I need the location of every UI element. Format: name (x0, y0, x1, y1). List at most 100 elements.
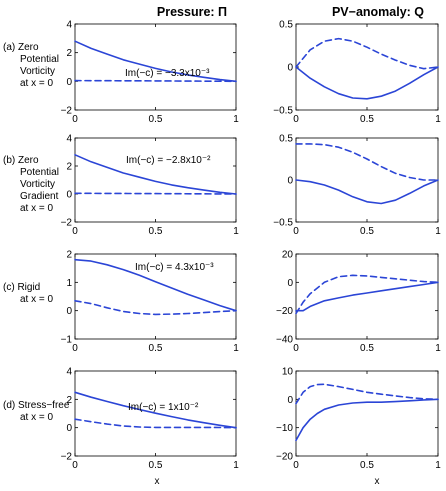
row-label-line: at x = 0 (20, 203, 54, 214)
x-tick-label: 0.5 (360, 460, 374, 471)
column-title-pressure: Pressure: Π (157, 5, 227, 19)
x-tick-label: 0.5 (149, 460, 163, 471)
series-solid-line (295, 281, 439, 312)
x-tick-label: 0.5 (360, 114, 374, 125)
column-title-pv-anomaly: PV−anomaly: Q (332, 5, 424, 19)
series-dashed-line (295, 383, 439, 405)
plot-frame (74, 23, 237, 111)
y-tick-label: 0 (287, 278, 293, 289)
growth-rate-annotation: Im(−c) = −2.8x10⁻² (126, 155, 211, 166)
y-tick-label: 4 (66, 367, 72, 378)
y-tick-label: 2 (66, 48, 72, 59)
row-label-line: at x = 0 (20, 412, 54, 423)
y-tick-label: 0 (287, 176, 293, 187)
x-tick-label: 1 (233, 114, 239, 125)
y-tick-label: −20 (276, 306, 293, 317)
series-solid-line (74, 154, 237, 195)
row-label-line: at x = 0 (20, 294, 54, 305)
y-tick-label: 0 (287, 395, 293, 406)
y-tick-label: 0 (287, 63, 293, 74)
x-tick-label: 1 (435, 226, 441, 237)
series-dashed-line (295, 274, 439, 315)
y-tick-label: 1 (66, 278, 72, 289)
growth-rate-annotation: Im(−c) = −3.3x10⁻³ (125, 68, 210, 79)
x-tick-label: 0 (293, 460, 299, 471)
y-tick-label: 4 (66, 134, 72, 145)
y-tick-label: −10 (276, 423, 293, 434)
y-tick-label: −2 (61, 106, 73, 117)
y-tick-label: 0 (66, 77, 72, 88)
x-tick-label: 0 (293, 226, 299, 237)
row-label-line: Vorticity (20, 179, 55, 190)
row-label-line: at x = 0 (20, 78, 54, 89)
y-tick-label: −20 (276, 452, 293, 463)
panel-c-pv: 0 0.5 1 −40 −20 0 20 (276, 250, 441, 355)
y-tick-label: 0 (66, 423, 72, 434)
series-dashed-line (74, 192, 237, 195)
row-label-line: Potential (20, 167, 59, 178)
x-tick-label: 0 (293, 343, 299, 354)
series-dashed-line (295, 143, 439, 181)
x-axis-label-right: x (375, 476, 380, 487)
y-tick-label: 0 (66, 190, 72, 201)
y-tick-label: −0.5 (273, 218, 293, 229)
x-tick-label: 0.5 (149, 226, 163, 237)
growth-rate-annotation: Im(−c) = 4.3x10⁻³ (135, 262, 214, 273)
x-tick-label: 1 (233, 460, 239, 471)
x-axis-label-left: x (155, 476, 160, 487)
plot-frame (295, 137, 439, 223)
series-solid-line (74, 391, 237, 429)
x-tick-label: 0 (72, 460, 78, 471)
y-tick-label: 10 (282, 367, 294, 378)
x-tick-label: 0 (293, 114, 299, 125)
x-tick-label: 1 (435, 343, 441, 354)
x-tick-label: 0.5 (360, 226, 374, 237)
y-tick-label: −40 (276, 335, 293, 346)
series-solid-line (74, 40, 237, 83)
y-tick-label: −1 (61, 335, 73, 346)
x-tick-label: 1 (435, 114, 441, 125)
row-label-line: (b) Zero (3, 155, 39, 166)
series-solid-line (295, 66, 439, 100)
y-tick-label: 20 (282, 250, 294, 261)
plot-frame (295, 23, 439, 111)
row-label-line: Potential (20, 54, 59, 65)
panel-b-pv: 0 0.5 1−0.500.5 (273, 134, 441, 238)
series-solid-line (295, 398, 439, 442)
y-tick-label: −2 (61, 218, 73, 229)
y-tick-label: 0.5 (279, 134, 293, 145)
y-tick-label: −0.5 (273, 106, 293, 117)
row-label-line: Vorticity (20, 66, 55, 77)
plot-frame (295, 253, 439, 340)
x-tick-label: 1 (435, 460, 441, 471)
row-label-line: Gradient (20, 191, 59, 202)
y-tick-label: −2 (61, 452, 73, 463)
series-solid-line (295, 179, 439, 205)
growth-rate-annotation: Im(−c) = 1x10⁻² (128, 402, 199, 413)
series-dashed-line (295, 37, 439, 70)
x-tick-label: 0 (72, 226, 78, 237)
row-label-line: (c) Rigid (3, 282, 40, 293)
panel-a-pv: 0 0.5 1−0.500.5 (273, 20, 441, 126)
x-tick-label: 0.5 (360, 343, 374, 354)
plot-frame (74, 137, 237, 223)
series-dashed-line (74, 79, 237, 83)
y-tick-label: 2 (66, 162, 72, 173)
y-tick-label: 2 (66, 395, 72, 406)
series-solid-line (74, 258, 237, 312)
x-tick-label: 0 (72, 343, 78, 354)
x-tick-label: 0.5 (149, 343, 163, 354)
series-dashed-line (74, 299, 237, 316)
x-tick-label: 0.5 (149, 114, 163, 125)
x-tick-label: 0 (72, 114, 78, 125)
row-label-line: (a) Zero (3, 42, 39, 53)
panel-d-pv: 0 0.5 1 −20 −10 0 10 (276, 367, 441, 472)
y-tick-label: 4 (66, 20, 72, 31)
x-tick-label: 1 (233, 226, 239, 237)
x-tick-label: 1 (233, 343, 239, 354)
y-tick-label: 2 (66, 250, 72, 261)
